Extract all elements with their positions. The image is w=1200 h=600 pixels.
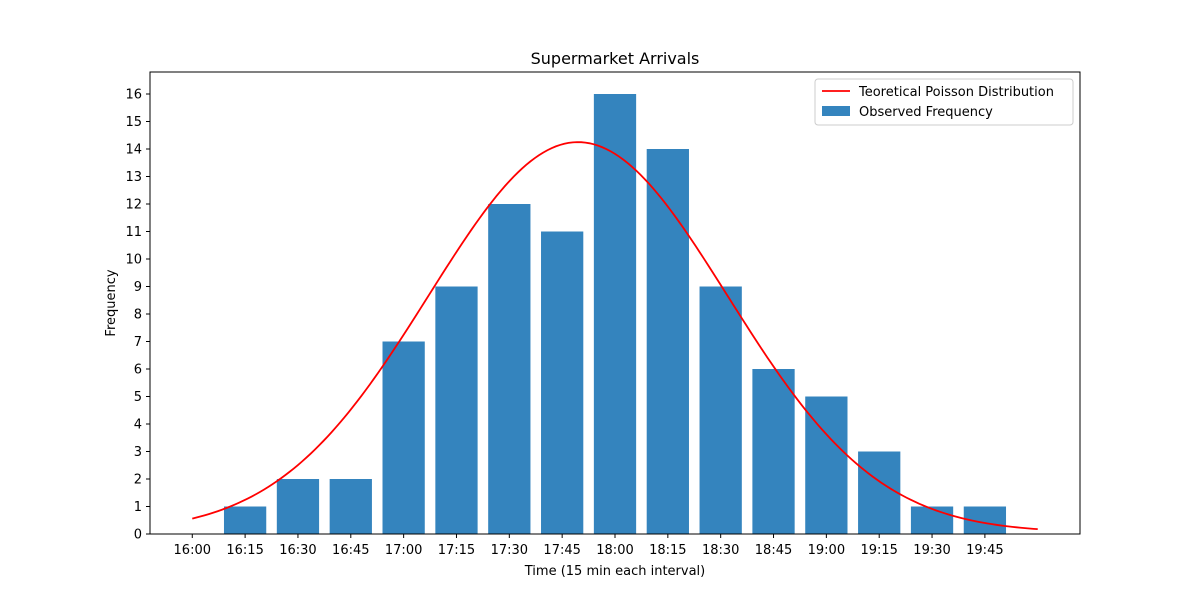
bar-18:30 bbox=[699, 286, 742, 534]
y-tick-label: 13 bbox=[125, 170, 142, 185]
x-tick-label: 18:45 bbox=[755, 543, 792, 558]
x-tick-label: 18:00 bbox=[596, 543, 633, 558]
x-tick-label: 18:30 bbox=[702, 543, 739, 558]
bar-17:00 bbox=[382, 341, 425, 534]
x-tick-label: 19:30 bbox=[913, 543, 950, 558]
y-tick-label: 0 bbox=[134, 528, 142, 543]
y-tick-label: 4 bbox=[134, 418, 142, 433]
x-tick-label: 17:00 bbox=[385, 543, 422, 558]
x-tick-label: 17:45 bbox=[543, 543, 580, 558]
legend-label-bars: Observed Frequency bbox=[859, 105, 993, 120]
legend: Teoretical Poisson Distribution Observed… bbox=[814, 78, 1074, 126]
y-tick-label: 3 bbox=[134, 445, 142, 460]
legend-bar-swatch bbox=[822, 106, 850, 116]
bar-18:45 bbox=[752, 369, 795, 534]
y-tick-label: 15 bbox=[125, 115, 142, 130]
x-tick-label: 18:15 bbox=[649, 543, 686, 558]
y-tick-label: 10 bbox=[125, 253, 142, 268]
bar-18:00 bbox=[593, 94, 637, 534]
x-tick-label: 19:00 bbox=[808, 543, 845, 558]
chart-title: Supermarket Arrivals bbox=[531, 49, 700, 68]
x-tick-label: 19:45 bbox=[966, 543, 1003, 558]
y-tick-label: 5 bbox=[134, 390, 142, 405]
y-tick-label: 7 bbox=[134, 335, 142, 350]
x-tick-label: 17:15 bbox=[438, 543, 475, 558]
y-tick-label: 2 bbox=[134, 473, 142, 488]
y-tick-label: 1 bbox=[134, 500, 142, 515]
y-tick-label: 8 bbox=[134, 308, 142, 323]
x-axis-label: Time (15 min each interval) bbox=[524, 564, 705, 579]
bar-17:45 bbox=[541, 231, 584, 534]
bar-17:30 bbox=[488, 204, 531, 534]
legend-label-curve: Teoretical Poisson Distribution bbox=[858, 85, 1054, 100]
y-axis-label: Frequency bbox=[104, 269, 119, 336]
x-tick-label: 16:45 bbox=[332, 543, 369, 558]
bar-16:15 bbox=[223, 506, 267, 534]
y-tick-label: 6 bbox=[134, 363, 142, 378]
x-tick-label: 16:15 bbox=[226, 543, 263, 558]
poisson-curve bbox=[192, 141, 1038, 531]
plot-area bbox=[149, 71, 1081, 535]
legend-box bbox=[814, 78, 1074, 126]
y-tick-label: 14 bbox=[125, 143, 142, 158]
y-tick-label: 16 bbox=[125, 88, 142, 103]
bar-19:15 bbox=[858, 451, 901, 534]
bars-group bbox=[223, 94, 1007, 534]
y-tick-label: 12 bbox=[125, 198, 142, 213]
x-tick-label: 19:15 bbox=[860, 543, 897, 558]
y-tick-label: 9 bbox=[134, 280, 142, 295]
x-tick-label: 17:30 bbox=[491, 543, 528, 558]
y-tick-label: 11 bbox=[125, 225, 142, 240]
bar-17:15 bbox=[435, 286, 478, 534]
x-tick-label: 16:00 bbox=[174, 543, 211, 558]
x-tick-label: 16:30 bbox=[279, 543, 316, 558]
x-axis-ticks: 16:00 16:15 16:30 16:45 17:00 17:15 17:30 17:45… bbox=[174, 534, 1004, 558]
bar-16:45 bbox=[329, 479, 372, 534]
bar-18:15 bbox=[646, 149, 689, 534]
bar-16:30 bbox=[276, 479, 320, 534]
bar-19:30 bbox=[910, 506, 954, 534]
